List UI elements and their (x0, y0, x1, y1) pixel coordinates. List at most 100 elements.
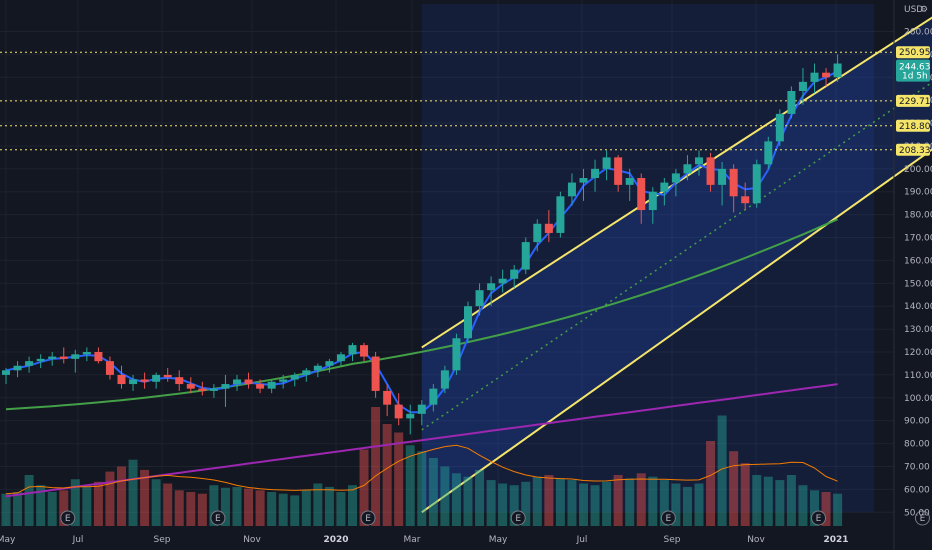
candle-body[interactable] (152, 374, 161, 382)
earnings-markers[interactable]: EEEEEEEE (60, 510, 932, 526)
candle-body[interactable] (394, 404, 403, 419)
candle-body[interactable] (175, 377, 184, 385)
candle-body[interactable] (625, 178, 634, 185)
candle-body[interactable] (71, 354, 80, 359)
candle-body[interactable] (637, 178, 646, 211)
candle-body[interactable] (198, 388, 207, 391)
earnings-marker-label: E (816, 514, 822, 524)
channel-mid-line (421, 81, 932, 431)
candle-body[interactable] (648, 191, 657, 211)
earnings-marker[interactable] (660, 510, 676, 526)
candle-body[interactable] (498, 278, 507, 284)
volume-bar (301, 490, 311, 526)
price-tick-label: 200.00 (904, 165, 932, 175)
candle-body[interactable] (94, 352, 103, 362)
candle-body[interactable] (822, 72, 831, 78)
candle-body[interactable] (660, 182, 669, 192)
candle-body[interactable] (371, 356, 380, 391)
candle-body[interactable] (695, 157, 703, 165)
candle-body[interactable] (440, 370, 449, 389)
candle-body[interactable] (348, 345, 357, 355)
candle-body[interactable] (129, 379, 138, 385)
candlesticks[interactable] (2, 54, 842, 435)
candle-body[interactable] (764, 141, 773, 165)
candle-body[interactable] (614, 157, 623, 185)
candle-body[interactable] (487, 283, 496, 291)
channel-lower-line[interactable] (421, 135, 932, 514)
earnings-marker[interactable] (60, 510, 76, 526)
candle-body[interactable] (706, 157, 715, 185)
candle-body[interactable] (683, 164, 692, 174)
candle-body[interactable] (25, 361, 34, 366)
candle-body[interactable] (787, 91, 796, 114)
candle-body[interactable] (798, 81, 807, 91)
earnings-marker[interactable] (811, 510, 826, 526)
candle-body[interactable] (140, 379, 149, 382)
candle-body[interactable] (452, 338, 461, 371)
candle-body[interactable] (117, 374, 126, 385)
settings-icon[interactable]: ⚙ (920, 5, 928, 15)
bar-countdown-label: 1d 5h (902, 72, 928, 82)
candle-body[interactable] (752, 164, 761, 204)
candle-body[interactable] (59, 356, 68, 359)
ma-50-line[interactable] (5, 218, 839, 411)
candle-body[interactable] (406, 413, 415, 419)
candle-body[interactable] (729, 168, 738, 197)
candle-body[interactable] (417, 404, 426, 414)
candle-body[interactable] (556, 196, 565, 233)
candle-body[interactable] (475, 290, 484, 307)
candle-body[interactable] (267, 381, 276, 389)
candle-body[interactable] (833, 63, 842, 78)
candle-body[interactable] (105, 361, 114, 375)
candle-body[interactable] (464, 306, 472, 339)
candle-body[interactable] (533, 223, 542, 243)
candle-body[interactable] (221, 384, 230, 389)
candle-body[interactable] (602, 157, 611, 169)
candle-body[interactable] (544, 223, 553, 233)
candle-body[interactable] (209, 388, 218, 391)
time-tick-label: May (0, 535, 16, 545)
candle-body[interactable] (383, 390, 392, 405)
earnings-marker[interactable] (360, 510, 376, 526)
candle-body[interactable] (671, 173, 680, 183)
candle-body[interactable] (313, 365, 322, 371)
earnings-marker[interactable] (210, 510, 226, 526)
candle-body[interactable] (579, 178, 588, 183)
candle-body[interactable] (510, 269, 519, 279)
candle-body[interactable] (567, 182, 576, 197)
candle-body[interactable] (741, 196, 750, 204)
candle-body[interactable] (82, 352, 91, 355)
candle-body[interactable] (429, 388, 438, 405)
candle-body[interactable] (244, 379, 253, 385)
candle-body[interactable] (2, 370, 10, 375)
last-price-label: 244.63 (899, 63, 931, 73)
candle-body[interactable] (279, 379, 288, 382)
candle-body[interactable] (290, 374, 299, 380)
volume-bar (151, 479, 161, 526)
candle-body[interactable] (775, 113, 784, 142)
time-tick-label: Nov (747, 535, 765, 545)
time-axis[interactable]: May Jul Sep Nov 2020 Mar May Jul Sep Nov 2021 (0, 535, 849, 545)
candle-body[interactable] (233, 379, 241, 385)
candle-body[interactable] (36, 358, 45, 362)
candle-body[interactable] (718, 168, 727, 185)
candle-body[interactable] (810, 72, 819, 82)
candle-body[interactable] (591, 168, 600, 178)
candle-body[interactable] (256, 384, 265, 389)
earnings-marker[interactable] (914, 510, 930, 526)
candle-body[interactable] (521, 242, 530, 270)
candle-body[interactable] (13, 365, 22, 371)
candle-body[interactable] (336, 354, 345, 362)
volume-bar (648, 476, 658, 526)
earnings-marker[interactable] (510, 510, 526, 526)
candle-body[interactable] (186, 384, 195, 389)
price-tick-label: 170.00 (904, 234, 932, 244)
candle-body[interactable] (325, 361, 334, 366)
volume-bar (544, 475, 554, 526)
candle-body[interactable] (163, 374, 172, 378)
candle-body[interactable] (48, 356, 57, 359)
candle-body[interactable] (360, 345, 369, 357)
candle-body[interactable] (302, 370, 311, 375)
